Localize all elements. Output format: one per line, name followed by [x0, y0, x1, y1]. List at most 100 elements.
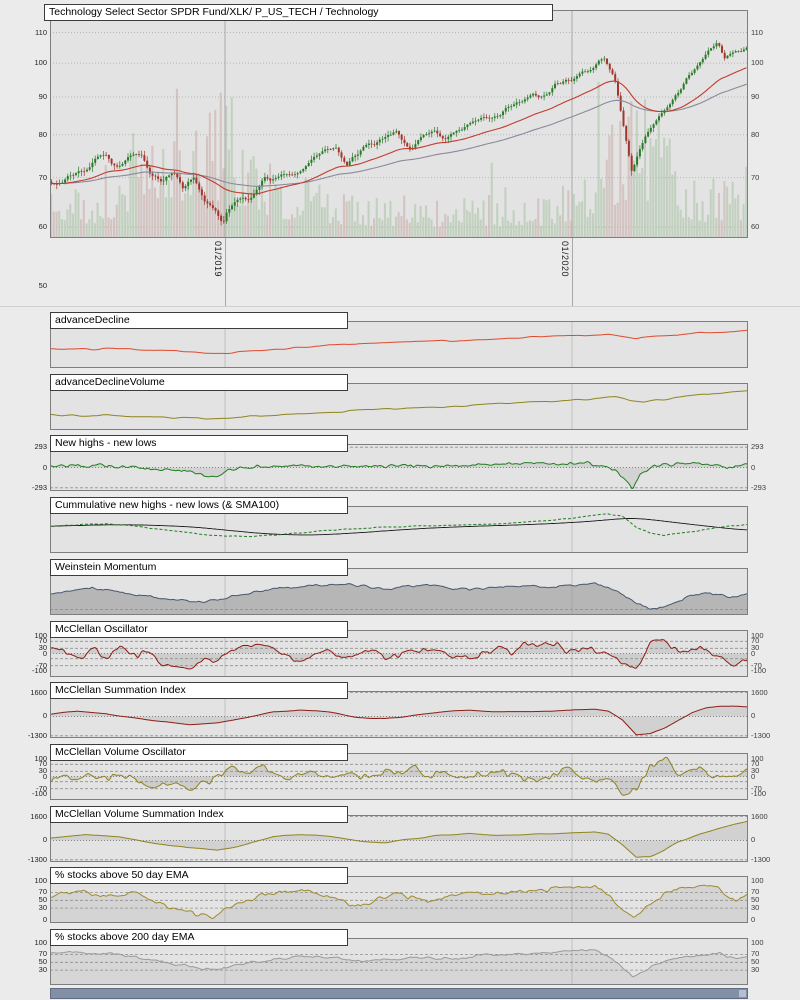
axis-label: 0: [751, 462, 756, 472]
indicator-label-text: McClellan Volume Summation Index: [55, 808, 224, 820]
axis-label: 50: [38, 957, 47, 967]
chart-title-text: Technology Select Sector SPDR Fund/XLK/ …: [49, 6, 379, 18]
axis-label: 1600: [751, 811, 768, 821]
price-chart[interactable]: [50, 10, 748, 238]
axis-label: 60: [38, 222, 47, 232]
axis-label: 30: [38, 766, 47, 776]
indicator-label-text: advanceDecline: [55, 314, 130, 326]
axis-label: 1600: [751, 687, 768, 697]
axis-label: 0: [751, 711, 756, 721]
axis-label: 50: [38, 280, 47, 290]
date-tick-label: 01/2019: [213, 241, 223, 278]
indicator-label-text: Cummulative new highs - new lows (& SMA1…: [55, 499, 280, 511]
indicator-panel: McClellan Summation Index 1600 1600 0 0 -130…: [0, 682, 800, 744]
axis-label: 0: [42, 835, 47, 845]
axis-label: -1300: [27, 730, 47, 740]
axis-label: -100: [31, 665, 47, 675]
axis-label: 30: [38, 643, 47, 653]
axis-label: 100: [751, 937, 764, 947]
axis-label: 70: [38, 759, 47, 769]
indicator-label-text: advanceDeclineVolume: [55, 376, 165, 388]
axis-label: 60: [751, 222, 760, 232]
indicator-panel: % stocks above 50 day EMA 100 100 70 70 50 50…: [0, 867, 800, 929]
indicator-label: McClellan Volume Oscillator: [50, 744, 348, 761]
axis-label: 50: [751, 895, 760, 905]
axis-label: 70: [751, 172, 760, 182]
axis-label: 70: [751, 949, 760, 959]
axis-label: -70: [751, 660, 762, 670]
axis-label: -1300: [751, 854, 771, 864]
axis-label: -293: [31, 482, 47, 492]
axis-label: 70: [38, 172, 47, 182]
separator-line: [0, 306, 800, 307]
indicator-label-text: McClellan Summation Index: [55, 684, 186, 696]
axis-label: 70: [751, 759, 760, 769]
indicator-label: McClellan Volume Summation Index: [50, 806, 348, 823]
axis-label: 293: [751, 442, 764, 452]
axis-label: 0: [42, 914, 47, 924]
indicator-label-text: McClellan Oscillator: [55, 623, 148, 635]
axis-label: 70: [38, 887, 47, 897]
indicator-panel: advanceDecline: [0, 312, 800, 374]
axis-label: 0: [751, 771, 756, 781]
axis-label: -70: [36, 783, 47, 793]
axis-label: 30: [751, 643, 760, 653]
indicator-panel: McClellan Oscillator 100 100 70 70 30 30 0 0 -70…: [0, 621, 800, 683]
indicator-panel: advanceDeclineVolume: [0, 374, 800, 436]
indicator-plot[interactable]: [50, 938, 748, 985]
axis-label: -100: [751, 788, 767, 798]
axis-label: 100: [751, 631, 764, 641]
axis-label: -1300: [751, 730, 771, 740]
indicator-label: advanceDeclineVolume: [50, 374, 348, 391]
indicator-label: advanceDecline: [50, 312, 348, 329]
indicator-panel: Cummulative new highs - new lows (& SMA1…: [0, 497, 800, 559]
axis-label: -100: [751, 665, 767, 675]
horizontal-scrollbar[interactable]: [50, 988, 748, 999]
axis-label: 90: [751, 92, 760, 101]
axis-label: 110: [35, 27, 47, 37]
axis-label: 80: [751, 129, 760, 139]
axis-label: 100: [34, 631, 47, 641]
axis-label: 80: [38, 129, 47, 139]
date-tick-label: 01/2020: [560, 241, 570, 278]
axis-label: 100: [751, 58, 764, 68]
axis-label: 100: [34, 875, 47, 885]
indicator-label: New highs - new lows: [50, 435, 348, 452]
chart-title-box: Technology Select Sector SPDR Fund/XLK/ …: [44, 4, 553, 21]
axis-label: 0: [42, 648, 47, 658]
axis-label: 100: [34, 754, 47, 764]
axis-label: 30: [751, 903, 760, 913]
axis-label: 0: [751, 835, 756, 845]
indicator-label: Cummulative new highs - new lows (& SMA1…: [50, 497, 348, 514]
date-gridline: [572, 238, 573, 306]
axis-label: 100: [751, 875, 764, 885]
axis-label: 110: [751, 27, 763, 37]
axis-label: 50: [38, 895, 47, 905]
axis-label: 70: [38, 949, 47, 959]
axis-label: 0: [751, 648, 756, 658]
axis-label: 70: [751, 887, 760, 897]
axis-label: 50: [751, 957, 760, 967]
indicator-panel: McClellan Volume Oscillator 100 100 70 70 30…: [0, 744, 800, 806]
indicator-plot[interactable]: [50, 876, 748, 923]
indicator-label-text: % stocks above 50 day EMA: [55, 869, 189, 881]
indicator-label: McClellan Summation Index: [50, 682, 348, 699]
indicator-plot[interactable]: [50, 506, 748, 553]
scrollbar-end-cap[interactable]: [739, 990, 746, 997]
indicator-label: % stocks above 50 day EMA: [50, 867, 348, 884]
axis-label: -1300: [27, 854, 47, 864]
axis-label: 90: [38, 92, 47, 101]
axis-label: 0: [42, 771, 47, 781]
axis-label: 293: [34, 442, 47, 452]
indicator-label: % stocks above 200 day EMA: [50, 929, 348, 946]
axis-label: 0: [751, 914, 756, 924]
axis-label: 1600: [30, 687, 47, 697]
axis-label: 0: [42, 711, 47, 721]
indicator-panel: McClellan Volume Summation Index 1600 160…: [0, 806, 800, 868]
indicator-panel: % stocks above 200 day EMA 100 100 70 70 50 5…: [0, 929, 800, 991]
indicator-label: Weinstein Momentum: [50, 559, 348, 576]
indicator-label: McClellan Oscillator: [50, 621, 348, 638]
axis-label: -70: [751, 783, 762, 793]
axis-label: 30: [751, 965, 760, 975]
